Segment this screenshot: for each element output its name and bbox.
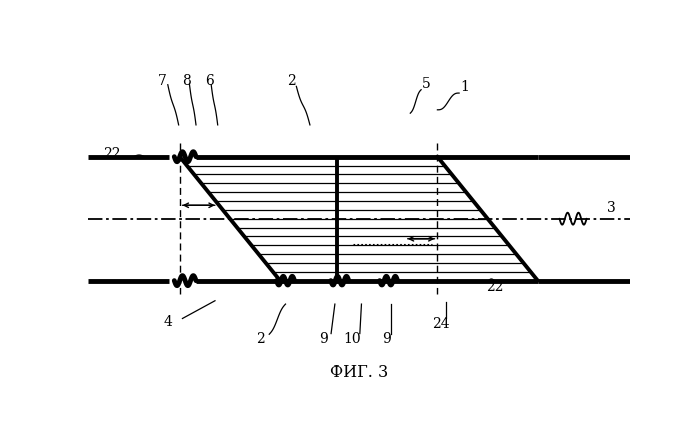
Text: 22: 22 bbox=[103, 147, 120, 161]
Text: 9: 9 bbox=[319, 331, 328, 345]
Text: 6: 6 bbox=[205, 73, 214, 88]
Text: 2: 2 bbox=[256, 331, 265, 345]
Text: 3: 3 bbox=[607, 201, 616, 214]
Text: ФИГ. 3: ФИГ. 3 bbox=[330, 363, 388, 380]
Text: 7: 7 bbox=[158, 73, 167, 88]
Text: 9: 9 bbox=[383, 331, 391, 345]
Text: 4: 4 bbox=[163, 314, 172, 328]
Text: 22: 22 bbox=[486, 279, 504, 293]
Text: 1: 1 bbox=[460, 80, 469, 94]
Text: 2: 2 bbox=[286, 73, 295, 88]
Text: 24: 24 bbox=[433, 316, 450, 330]
Text: 10: 10 bbox=[344, 331, 361, 345]
Text: 5: 5 bbox=[422, 77, 431, 91]
Text: 8: 8 bbox=[182, 73, 190, 88]
